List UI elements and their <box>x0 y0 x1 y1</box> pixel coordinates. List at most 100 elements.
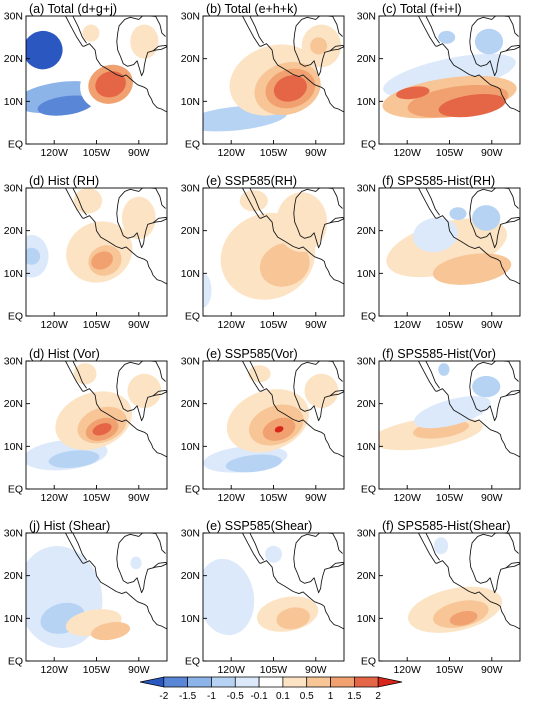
lon-tick-label: 120W <box>40 664 68 676</box>
lat-tick-label: 10N <box>181 268 200 280</box>
lat-tick-label: 20N <box>4 53 23 65</box>
contour-region <box>130 24 159 59</box>
contour-region <box>48 450 100 468</box>
contour-region <box>92 423 112 436</box>
map-panel: 30N 20N 10N EQ 120W 105W 90W <box>357 11 521 159</box>
panel-title: (f) SPS585-Hist(Shear) <box>382 519 511 533</box>
contour-region <box>37 95 94 116</box>
coastline <box>418 533 520 630</box>
lat-tick-label: EQ <box>361 656 376 668</box>
lat-tick-label: 20N <box>357 225 376 237</box>
lat-tick-label: 10N <box>357 613 376 625</box>
lon-tick-label: 90W <box>128 664 150 676</box>
map-panel: 30N 20N 10N EQ 120W 105W 90W <box>4 183 168 331</box>
lat-tick-label: 10N <box>357 268 376 280</box>
shaded-field <box>26 16 167 144</box>
contour-region <box>276 192 328 252</box>
lat-tick-label: 10N <box>181 613 200 625</box>
lat-tick-label: EQ <box>361 139 376 151</box>
lon-tick-label: 105W <box>83 664 111 676</box>
lon-tick-label: 105W <box>260 492 288 504</box>
contour-region <box>203 558 255 636</box>
contour-region <box>304 373 339 408</box>
colorbar-label: 1 <box>328 691 334 702</box>
lon-tick-label: 105W <box>436 147 464 159</box>
shaded-field <box>203 16 344 144</box>
colorbar-label: -0.5 <box>227 691 245 702</box>
lon-tick-label: 105W <box>83 319 111 331</box>
lon-tick-label: 105W <box>83 147 111 159</box>
panel-title: (e) SSP585(RH) <box>206 174 297 188</box>
contour-region <box>203 273 212 308</box>
contour-region <box>472 375 501 398</box>
coastline <box>65 533 167 630</box>
panels-layer: (a) Total (d+g+j) 30N 20N 10N EQ 120W 105W 90W (… <box>4 2 521 676</box>
contour-region <box>265 545 282 563</box>
shaded-field <box>203 533 344 661</box>
lat-tick-label: EQ <box>185 484 200 496</box>
contour-region <box>472 205 501 231</box>
colorbar-swatch <box>330 676 355 688</box>
contour-region <box>474 28 504 55</box>
lon-tick-label: 105W <box>260 147 288 159</box>
colorbar-swatch <box>234 676 260 688</box>
lat-tick-label: 20N <box>357 398 376 410</box>
contour-region <box>26 247 41 265</box>
lat-tick-label: 10N <box>4 613 23 625</box>
lon-tick-label: 120W <box>40 492 68 504</box>
lon-tick-label: 105W <box>436 492 464 504</box>
lat-tick-label: 10N <box>181 441 200 453</box>
lat-tick-label: 10N <box>181 96 200 108</box>
shaded-field <box>379 533 520 661</box>
contour-region <box>239 190 268 212</box>
contour-region <box>121 196 156 240</box>
shaded-field <box>203 361 344 489</box>
colorbar-swatch <box>306 676 331 688</box>
map-panel: 30N 20N 10N EQ 120W 105W 90W <box>357 183 521 331</box>
lat-tick-label: 20N <box>357 570 376 582</box>
map-panel: 30N 20N 10N EQ 120W 105W 90W <box>181 356 345 504</box>
contour-region <box>82 24 100 42</box>
lat-tick-label: 30N <box>181 183 200 195</box>
lon-tick-label: 120W <box>393 147 421 159</box>
shaded-field <box>379 361 520 489</box>
lat-tick-label: 20N <box>181 570 200 582</box>
lat-tick-label: 30N <box>181 528 200 540</box>
lat-tick-label: 10N <box>357 96 376 108</box>
lat-tick-label: EQ <box>8 311 23 323</box>
contour-region <box>127 373 162 408</box>
colorbar-swatch <box>139 676 165 688</box>
lon-tick-label: 90W <box>305 664 327 676</box>
lon-tick-label: 90W <box>305 492 327 504</box>
lat-tick-label: 20N <box>181 398 200 410</box>
contour-region <box>449 611 478 626</box>
colorbar-label: 0.1 <box>276 691 290 702</box>
lat-tick-label: 30N <box>4 528 23 540</box>
lat-tick-label: EQ <box>185 139 200 151</box>
lon-tick-label: 90W <box>481 664 503 676</box>
lat-tick-label: EQ <box>361 484 376 496</box>
shaded-field <box>379 16 520 144</box>
colorbar-swatch <box>282 676 308 688</box>
panel-title: (e) SSP585(Vor) <box>206 347 298 361</box>
contour-region <box>259 242 310 287</box>
contour-region <box>273 75 307 102</box>
panel-title: (d) Hist (RH) <box>29 174 99 188</box>
lon-tick-label: 120W <box>393 319 421 331</box>
lon-tick-label: 120W <box>393 664 421 676</box>
lat-tick-label: 30N <box>357 11 376 23</box>
lat-tick-label: 30N <box>357 356 376 368</box>
lat-tick-label: 20N <box>4 225 23 237</box>
lat-tick-label: 10N <box>4 96 23 108</box>
colorbar: -2 -1.5 -1 -0.5 -0.1 0.1 0.5 1 1.5 2 <box>139 676 403 702</box>
colorbar-swatch <box>354 676 379 688</box>
lon-tick-label: 120W <box>217 319 245 331</box>
lon-tick-label: 120W <box>393 492 421 504</box>
panel-title: (b) Total (e+h+k) <box>206 2 297 16</box>
coastline <box>418 16 520 113</box>
contour-region <box>433 537 449 555</box>
contour-region <box>412 217 458 253</box>
contour-region <box>130 556 142 570</box>
lon-tick-label: 120W <box>217 147 245 159</box>
lat-tick-label: 30N <box>181 11 200 23</box>
